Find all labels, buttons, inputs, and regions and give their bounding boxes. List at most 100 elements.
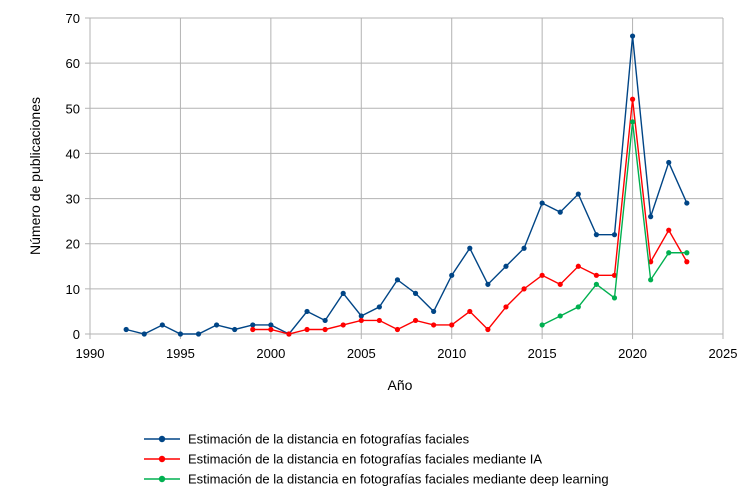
y-tick-label: 20 <box>66 237 80 252</box>
data-point <box>358 317 364 324</box>
x-tick-label: 2000 <box>256 346 285 361</box>
data-point <box>521 245 527 251</box>
series-2 <box>250 96 690 337</box>
data-point <box>177 331 184 337</box>
legend-label: Estimación de la distancia en fotografía… <box>188 452 542 467</box>
series-3 <box>539 119 690 328</box>
legend-item: Estimación de la distancia en fotografía… <box>144 472 609 487</box>
data-point <box>485 326 491 333</box>
legend-item: Estimación de la distancia en fotografía… <box>144 432 470 447</box>
data-point <box>376 304 382 310</box>
data-point <box>268 326 274 333</box>
series-line <box>541 121 687 326</box>
x-tick-label: 2010 <box>437 346 466 361</box>
y-tick-label: 0 <box>73 327 80 342</box>
data-point <box>503 304 509 310</box>
data-point <box>593 232 600 238</box>
x-tick-label: 2005 <box>347 346 376 361</box>
legend-label: Estimación de la distancia en fotografía… <box>188 472 609 487</box>
data-point <box>629 119 636 125</box>
data-point <box>593 281 600 287</box>
data-point <box>503 263 509 269</box>
data-point <box>322 317 328 324</box>
data-point <box>304 326 310 333</box>
y-axis-title: Número de publicaciones <box>27 97 43 255</box>
data-point <box>593 272 600 278</box>
data-point <box>521 286 527 292</box>
legend-marker <box>158 455 166 463</box>
series-1 <box>123 33 690 337</box>
data-point <box>214 322 220 328</box>
data-point <box>575 263 581 269</box>
x-tick-label: 1990 <box>76 346 105 361</box>
data-point <box>141 331 147 337</box>
data-point <box>611 272 618 278</box>
data-point <box>575 304 581 310</box>
data-point <box>304 308 310 315</box>
data-point <box>340 322 346 328</box>
data-point <box>322 326 328 333</box>
data-point <box>232 326 238 333</box>
y-tick-label: 40 <box>66 146 80 161</box>
data-point <box>684 259 690 265</box>
y-tick-label: 30 <box>66 192 80 207</box>
y-tick-label: 10 <box>66 282 80 297</box>
data-point <box>376 317 382 324</box>
data-point <box>340 290 346 296</box>
data-point <box>467 245 473 251</box>
data-point <box>449 272 455 278</box>
legend-marker <box>158 435 166 443</box>
y-tick-labels: 0 10 20 30 40 50 60 70 <box>66 11 80 342</box>
legend: Estimación de la distancia en fotografía… <box>144 432 609 487</box>
x-tick-label: 2015 <box>528 346 557 361</box>
data-point <box>539 272 545 278</box>
legend-item: Estimación de la distancia en fotografía… <box>144 452 542 467</box>
data-point <box>195 331 202 337</box>
data-point <box>666 159 672 166</box>
data-point <box>394 326 401 333</box>
y-tick-label: 60 <box>66 56 80 71</box>
data-point <box>123 326 129 333</box>
data-point <box>286 331 292 337</box>
legend-marker <box>158 475 166 483</box>
x-tick-label: 1995 <box>166 346 195 361</box>
data-point <box>431 322 437 328</box>
data-point <box>684 200 690 206</box>
data-point <box>412 290 419 296</box>
x-tick-label: 2020 <box>618 346 647 361</box>
x-axis-title: Año <box>388 377 413 393</box>
y-tick-label: 70 <box>66 11 80 26</box>
series-group <box>123 33 690 337</box>
data-point <box>539 322 545 328</box>
data-point <box>250 326 256 333</box>
grid-lines <box>89 17 724 335</box>
axes <box>85 17 724 339</box>
data-point <box>575 191 581 197</box>
legend-label: Estimación de la distancia en fotografía… <box>188 432 470 447</box>
x-tick-label: 2025 <box>709 346 738 361</box>
data-point <box>412 317 419 324</box>
data-point <box>557 209 563 215</box>
data-point <box>431 308 437 315</box>
series-line <box>126 35 688 335</box>
data-point <box>629 33 636 39</box>
data-point <box>557 313 563 319</box>
data-point <box>629 96 636 102</box>
data-point <box>485 281 491 287</box>
data-point <box>648 277 654 283</box>
data-point <box>159 322 165 328</box>
data-point <box>666 250 672 256</box>
data-point <box>467 308 473 315</box>
data-point <box>358 313 364 319</box>
data-point <box>539 200 545 206</box>
y-tick-label: 50 <box>66 101 80 116</box>
data-point <box>666 227 672 233</box>
data-point <box>557 281 563 287</box>
x-tick-labels: 1990 1995 2000 2005 2010 2015 2020 2025 <box>76 346 738 361</box>
data-point <box>684 250 690 256</box>
data-point <box>449 322 455 328</box>
data-point <box>648 214 654 220</box>
data-point <box>268 322 274 328</box>
data-point <box>611 295 618 301</box>
